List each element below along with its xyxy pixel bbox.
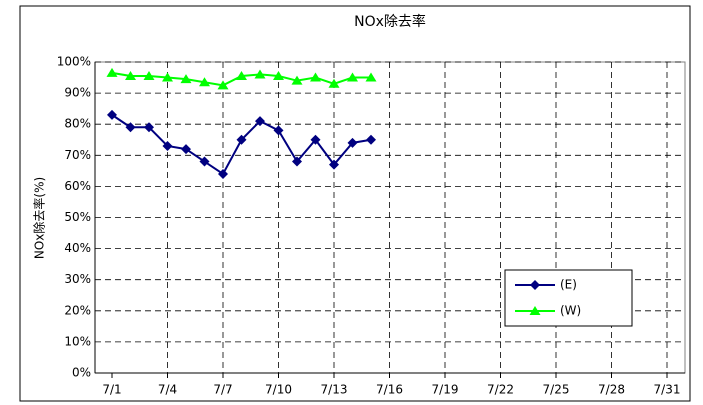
x-tick-label: 7/28: [598, 383, 625, 397]
marker: [328, 78, 340, 88]
y-tick-label: 10%: [64, 334, 91, 348]
chart-title: NOx除去率: [354, 13, 426, 30]
x-tick-label: 7/16: [376, 383, 403, 397]
x-tick-label: 7/22: [487, 383, 514, 397]
marker: [199, 77, 210, 87]
marker: [273, 70, 284, 80]
marker: [291, 75, 303, 85]
marker: [365, 72, 377, 82]
marker: [347, 137, 358, 148]
marker: [180, 74, 192, 84]
marker: [347, 72, 358, 82]
legend-label: (E): [560, 278, 577, 292]
y-tick-label: 70%: [64, 148, 91, 162]
y-tick-label: 60%: [64, 179, 91, 193]
legend-box: [504, 269, 633, 327]
marker: [162, 72, 173, 82]
x-tick-label: 7/10: [265, 383, 292, 397]
marker: [236, 134, 247, 145]
marker: [125, 122, 136, 133]
marker: [236, 70, 247, 80]
x-tick-label: 7/13: [321, 383, 348, 397]
marker: [273, 125, 284, 136]
y-tick-label: 30%: [64, 272, 91, 286]
marker: [144, 122, 154, 133]
x-tick-label: 7/25: [543, 383, 570, 397]
marker: [329, 159, 339, 170]
marker: [143, 70, 155, 80]
marker: [255, 116, 265, 127]
y-tick-label: 20%: [64, 303, 91, 317]
marker: [310, 134, 321, 145]
marker: [181, 144, 191, 155]
marker: [292, 156, 302, 167]
x-tick-label: 7/4: [158, 383, 177, 397]
y-tick-label: 50%: [64, 210, 91, 224]
x-tick-label: 7/7: [213, 383, 232, 397]
y-axis-label: NOx除去率(%): [32, 177, 47, 259]
marker: [106, 67, 118, 77]
marker: [366, 134, 376, 145]
x-tick-label: 7/31: [654, 383, 681, 397]
marker: [162, 140, 173, 151]
marker: [310, 72, 321, 82]
marker: [254, 69, 266, 79]
x-tick-label: 7/1: [102, 383, 121, 397]
legend-label: (W): [560, 304, 581, 318]
marker: [529, 306, 541, 315]
y-tick-label: 80%: [64, 117, 91, 131]
marker: [217, 80, 229, 90]
y-tick-label: 0%: [72, 366, 91, 380]
marker: [218, 168, 228, 179]
marker: [530, 280, 540, 290]
y-tick-label: 40%: [64, 241, 91, 255]
marker: [199, 156, 210, 167]
y-tick-label: 100%: [57, 55, 91, 69]
x-tick-label: 7/19: [432, 383, 459, 397]
marker: [107, 109, 117, 120]
y-tick-label: 90%: [64, 86, 91, 100]
marker: [125, 70, 136, 80]
